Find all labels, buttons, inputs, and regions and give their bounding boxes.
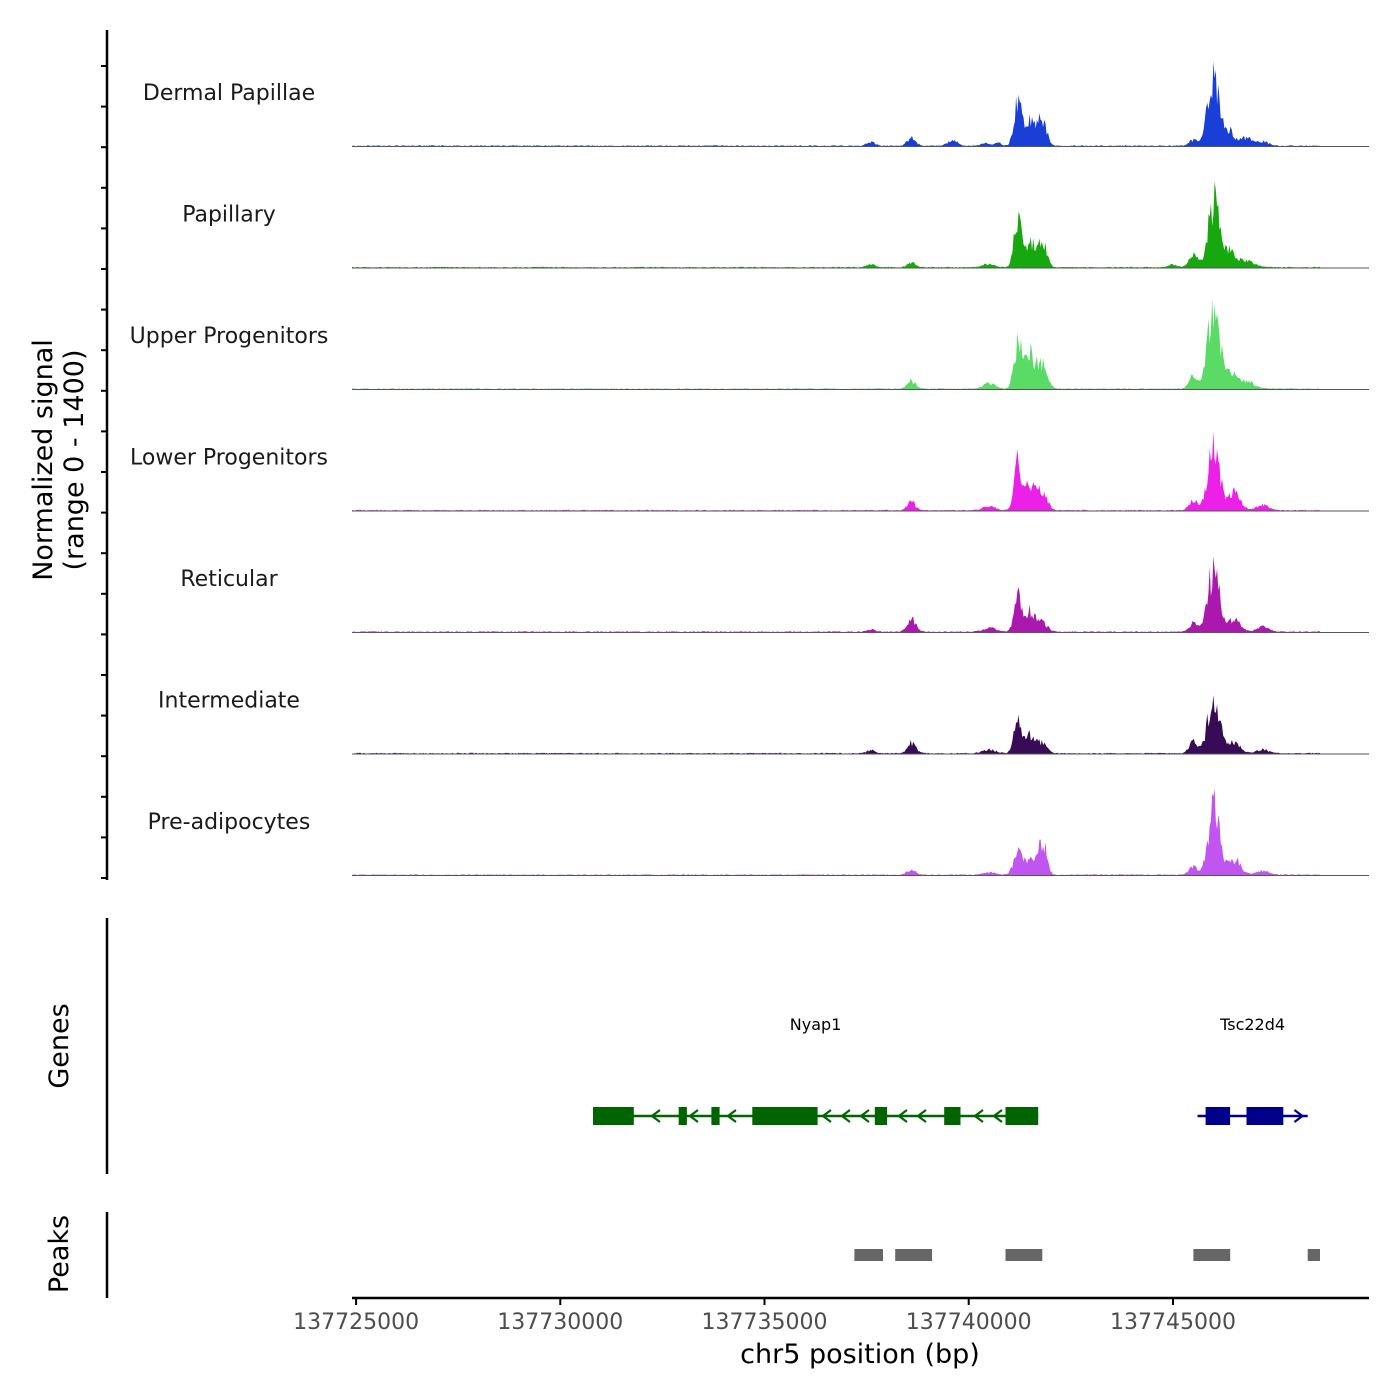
gene-label: Tsc22d4 <box>1219 1015 1285 1034</box>
track-label: Lower Progenitors <box>130 446 328 471</box>
signal-track: Pre-adipocytes <box>148 788 1369 876</box>
signal-area <box>352 788 1320 876</box>
signal-track: Reticular <box>180 556 1369 633</box>
signal-y-ticks <box>101 65 107 879</box>
track-label: Pre-adipocytes <box>148 810 311 835</box>
exon <box>944 1107 961 1125</box>
gene-models: Nyap1 Tsc22d4 <box>593 1015 1308 1125</box>
exon <box>678 1107 687 1125</box>
strand-arrow <box>1293 1109 1305 1123</box>
exon <box>1205 1107 1231 1125</box>
strand-arrow <box>897 1109 908 1123</box>
signal-area <box>352 181 1320 268</box>
gene-label: Nyap1 <box>790 1015 842 1034</box>
track-label: Reticular <box>180 567 278 592</box>
track-label: Papillary <box>182 203 276 228</box>
exon <box>752 1107 818 1125</box>
signal-area <box>352 299 1320 390</box>
exon <box>1005 1107 1039 1125</box>
x-tick-label: 137725000 <box>293 1310 419 1335</box>
signal-track: Upper Progenitors <box>130 299 1369 390</box>
x-axis-title: chr5 position (bp) <box>740 1339 980 1370</box>
signal-tracks: Dermal Papillae Papillary Upper Progenitor… <box>130 61 1369 876</box>
x-tick-label: 137740000 <box>906 1310 1032 1335</box>
strand-arrow <box>916 1109 927 1123</box>
x-tick-label: 137735000 <box>702 1310 828 1335</box>
peak-region <box>854 1249 883 1261</box>
strand-arrow <box>726 1109 737 1123</box>
genes-panel-label: Genes <box>44 1003 75 1088</box>
gene-model: Tsc22d4 <box>1197 1015 1308 1125</box>
signal-track: Lower Progenitors <box>130 431 1369 512</box>
x-tick-label: 137745000 <box>1110 1310 1236 1335</box>
signal-area <box>352 431 1320 511</box>
peak-region <box>1005 1249 1043 1261</box>
peak-region <box>1193 1249 1231 1261</box>
track-label: Intermediate <box>158 689 300 714</box>
signal-track: Intermediate <box>158 689 1369 755</box>
strand-arrow <box>650 1109 661 1123</box>
peak-region <box>1307 1249 1320 1261</box>
peaks-panel-label: Peaks <box>44 1215 75 1293</box>
peak-region <box>895 1249 932 1261</box>
strand-arrow <box>992 1109 1003 1123</box>
signal-area <box>352 61 1320 147</box>
strand-arrow <box>688 1109 699 1123</box>
strand-arrow <box>973 1109 984 1123</box>
exon <box>874 1107 888 1125</box>
gene-model: Nyap1 <box>593 1015 1039 1125</box>
signal-area <box>352 556 1320 633</box>
strand-arrow <box>840 1109 851 1123</box>
strand-arrow <box>859 1109 870 1123</box>
axes-layer <box>101 30 1369 1300</box>
signal-track: Papillary <box>182 181 1369 269</box>
y-axis-title-line2: (range 0 - 1400) <box>59 350 90 571</box>
x-axis-ticks: 137725000 137730000 137735000 137740000 1377… <box>293 1298 1236 1335</box>
exon <box>1246 1107 1284 1125</box>
exon <box>593 1107 634 1125</box>
exon <box>711 1107 720 1125</box>
x-tick-label: 137730000 <box>497 1310 623 1335</box>
track-label: Upper Progenitors <box>130 324 329 349</box>
signal-area <box>352 695 1320 754</box>
strand-arrow <box>821 1109 832 1123</box>
peak-regions <box>854 1249 1320 1261</box>
y-axis-title-line1: Normalized signal <box>28 339 59 581</box>
signal-track: Dermal Papillae <box>143 61 1369 147</box>
track-label: Dermal Papillae <box>143 81 315 106</box>
